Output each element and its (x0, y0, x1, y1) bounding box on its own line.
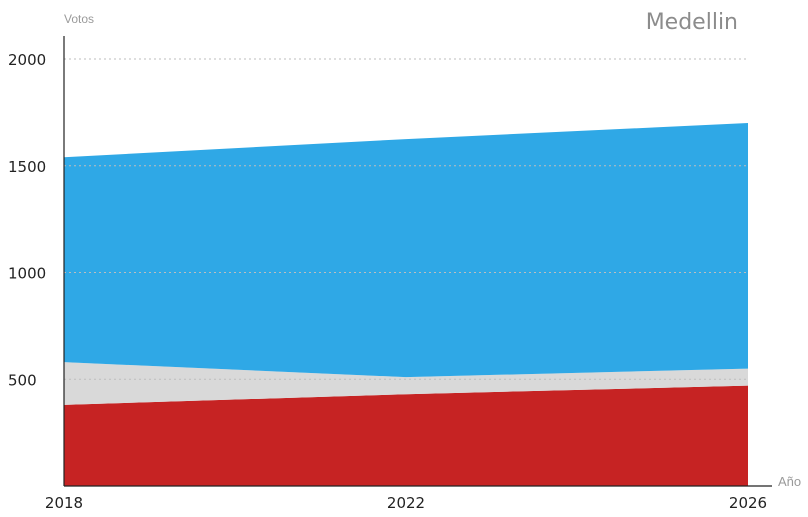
y-tick-1000: 1000 (8, 265, 46, 283)
chart-title: Medellin (645, 10, 738, 35)
y-tick-1500: 1500 (8, 158, 46, 176)
y-axis-label: Votos (64, 12, 95, 26)
area-series-1 (64, 385, 748, 486)
x-axis-label: Año (778, 474, 802, 489)
x-tick-2026: 2026 (729, 494, 767, 512)
y-tick-2000: 2000 (8, 51, 46, 69)
y-tick-500: 500 (8, 371, 37, 389)
area-series-3 (64, 123, 748, 378)
x-tick-2022: 2022 (387, 494, 425, 512)
x-tick-2018: 2018 (45, 494, 83, 512)
